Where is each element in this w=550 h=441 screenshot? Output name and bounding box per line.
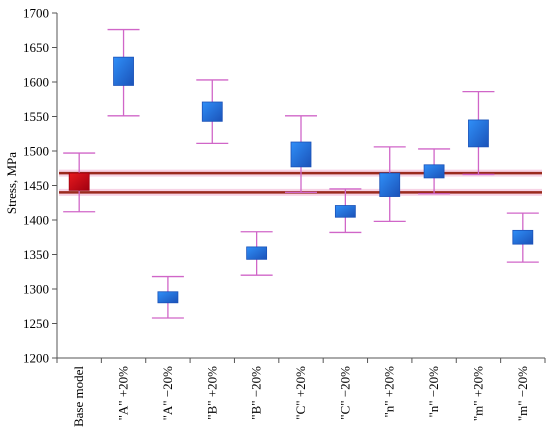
box-body (68, 172, 90, 191)
y-tick-label: 1500 (23, 144, 49, 159)
y-tick-label: 1350 (23, 247, 49, 262)
box-6 (329, 188, 362, 234)
box-body (246, 246, 268, 260)
box-2 (151, 275, 184, 319)
box-4 (240, 231, 273, 276)
x-tick-label: "C" +20% (293, 366, 308, 420)
box-5 (285, 115, 317, 194)
x-tick-label: "A" +20% (116, 366, 131, 421)
y-tick-label: 1250 (23, 316, 49, 331)
x-tick-label: "B" −20% (249, 366, 264, 420)
box-3 (196, 79, 229, 145)
y-tick-label: 1700 (23, 6, 49, 21)
box-8 (418, 148, 451, 195)
y-tick-label: 1200 (23, 351, 49, 366)
x-tick-label: "B" +20% (204, 366, 219, 420)
x-tick-label: "A" −20% (160, 366, 175, 421)
box-body (201, 101, 223, 122)
y-tick-label: 1400 (23, 213, 49, 228)
y-axis: 1200 1250 1300 1350 1400 1450 1500 1550 1600 1650… (23, 6, 58, 366)
box-body (290, 141, 312, 168)
box-body (379, 172, 401, 197)
x-tick-label: Base model (71, 366, 86, 427)
box-body (468, 119, 489, 148)
plot-area (63, 28, 539, 319)
x-tick-label: "m" −20% (515, 366, 530, 421)
box-body (423, 164, 445, 179)
box-7 (373, 146, 406, 223)
box-10 (506, 212, 539, 263)
box-body (157, 291, 179, 304)
box-body (512, 229, 534, 245)
box-base-model (63, 152, 96, 213)
y-tick-label: 1550 (23, 109, 49, 124)
y-tick-label: 1600 (23, 75, 49, 90)
y-tick-label: 1450 (23, 178, 49, 193)
x-tick-label: "n" −20% (426, 366, 441, 418)
x-tick-label: "C" −20% (337, 366, 352, 420)
x-tick-label: "n" +20% (382, 366, 397, 418)
box-body (113, 56, 134, 86)
box-body (334, 205, 356, 218)
y-axis-title: Stress, MPa (4, 152, 19, 214)
x-axis: Base model "A" +20% "A" −20% "B" +20% "B" −2… (56, 357, 546, 427)
x-tick-label: "m" +20% (470, 366, 485, 421)
y-tick-label: 1650 (23, 40, 49, 55)
box-9 (462, 91, 495, 176)
box-1 (107, 28, 140, 117)
y-tick-label: 1300 (23, 282, 49, 297)
